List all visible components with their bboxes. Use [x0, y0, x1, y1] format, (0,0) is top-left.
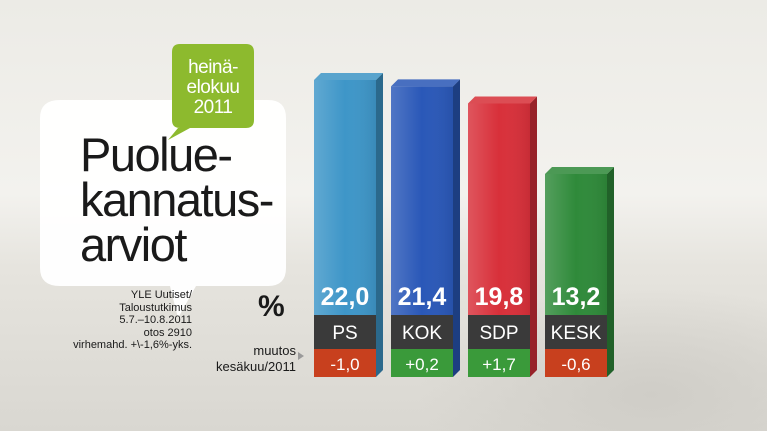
source-line: Taloustutkimus [119, 301, 192, 314]
bar-shine-kesk [545, 174, 607, 315]
bar-top-ps [314, 73, 383, 80]
change-label-kesk: -0,6 [561, 355, 590, 374]
category-label-kesk: KESK [551, 323, 602, 344]
bar-side-sdp [530, 96, 537, 377]
value-label-kesk: 13,2 [552, 283, 601, 311]
change-label-line: kesäkuu/2011 [216, 359, 296, 374]
bar-shine-ps [314, 80, 376, 315]
category-label-ps: PS [332, 323, 357, 344]
bar-label-band-kesk [545, 315, 607, 349]
title-line: Puolue- [80, 128, 233, 181]
period-line: elokuu [186, 77, 241, 98]
bar-label-band-sdp [468, 315, 530, 349]
source-line: otos 2910 [143, 326, 192, 339]
change-band-kesk [545, 349, 607, 377]
source-note: YLE Uutiset/ Taloustutkimus 5.7.–10.8.20… [60, 289, 192, 352]
bar-shine-sdp [468, 103, 530, 315]
change-label-kok: +0,2 [405, 355, 439, 374]
bar-top-kesk [545, 167, 614, 174]
title-line: kannatus- [80, 173, 274, 226]
bar-side-kok [453, 79, 460, 377]
bar-shine-kok [391, 86, 453, 315]
value-label-ps: 22,0 [321, 283, 370, 311]
value-label-kok: 21,4 [398, 283, 447, 311]
title-speech-bubble [40, 100, 286, 318]
category-label-kok: KOK [402, 323, 442, 344]
bar-label-band-kok [391, 315, 453, 349]
change-row-label: muutos kesäkuu/2011 [196, 343, 296, 375]
change-label-line: muutos [253, 343, 296, 358]
period-badge: heinä- elokuu 2011 [175, 58, 251, 118]
change-band-sdp [468, 349, 530, 377]
change-row-arrow [298, 352, 304, 360]
bar-label-band-ps [314, 315, 376, 349]
bars-group: 22,0 PS -1,0 21,4 KOK +0,2 19,8 SDP +1,7 13,2 KESK… [314, 73, 614, 377]
source-line: virhemahd. +\-1,6%-yks. [73, 339, 192, 351]
chart-title: Puolue- kannatus- arviot [80, 128, 280, 271]
bar-side-kesk [607, 167, 614, 377]
unit-label: % [258, 290, 285, 323]
period-line: heinä- [188, 57, 238, 78]
bar-top-kok [391, 79, 460, 87]
source-line: YLE Uutiset/ [130, 289, 192, 301]
period-speech-bubble [168, 44, 254, 140]
change-band-ps [314, 349, 376, 377]
period-line: 2011 [193, 97, 233, 118]
change-label-sdp: +1,7 [482, 355, 516, 374]
change-label-ps: -1,0 [330, 355, 359, 374]
value-label-sdp: 19,8 [475, 283, 524, 311]
source-line: 5.7.–10.8.2011 [119, 314, 192, 326]
change-band-kok [391, 349, 453, 377]
bar-top-sdp [468, 96, 537, 104]
bar-side-ps [376, 73, 383, 377]
title-line: arviot [80, 218, 187, 271]
category-label-sdp: SDP [479, 323, 518, 344]
